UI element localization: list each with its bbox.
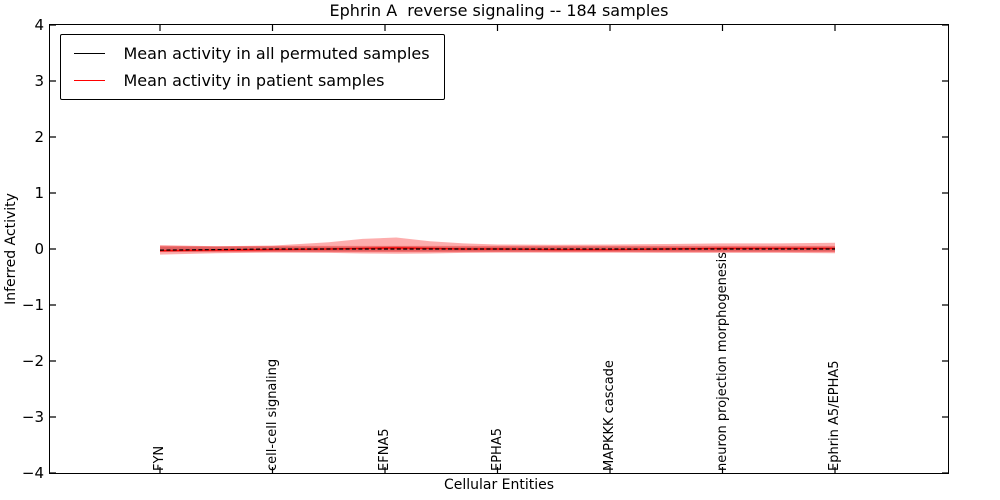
- patient-line-sample-icon: [73, 79, 105, 81]
- legend-label-patient: Mean activity in patient samples: [123, 70, 385, 90]
- chart-title: Ephrin A reverse signaling -- 184 sample…: [329, 1, 669, 20]
- plot-canvas: [49, 24, 948, 473]
- x-axis-label: Cellular Entities: [443, 477, 555, 493]
- legend-entry-permuted: Mean activity in all permuted samples: [73, 40, 430, 67]
- legend-entry-patient: Mean activity in patient samples: [73, 67, 430, 94]
- legend: Mean activity in all permuted samples Me…: [59, 33, 445, 100]
- y-tick-label: 0: [34, 239, 44, 258]
- y-tick-label: 2: [34, 127, 44, 146]
- y-tick-label: 3: [34, 71, 44, 90]
- y-tick-label: −1: [21, 295, 44, 314]
- patient-band: [159, 237, 835, 255]
- legend-label-permuted: Mean activity in all permuted samples: [123, 43, 430, 63]
- plot-area: FYN cell-cell signaling EFNA5 EPHA5 MAPKKK c…: [48, 23, 949, 474]
- y-tick-label: −4: [21, 463, 44, 482]
- y-tick-label: −3: [21, 407, 44, 426]
- permuted-mean-line: [159, 247, 835, 251]
- y-tick-label: 1: [34, 183, 44, 202]
- permuted-line-sample-icon: [73, 52, 105, 54]
- y-tick-label: −2: [21, 351, 44, 370]
- y-tick-label: 4: [34, 15, 44, 34]
